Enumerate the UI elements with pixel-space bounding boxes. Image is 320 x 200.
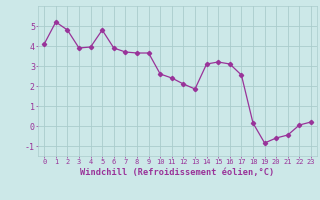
X-axis label: Windchill (Refroidissement éolien,°C): Windchill (Refroidissement éolien,°C) xyxy=(80,168,275,177)
